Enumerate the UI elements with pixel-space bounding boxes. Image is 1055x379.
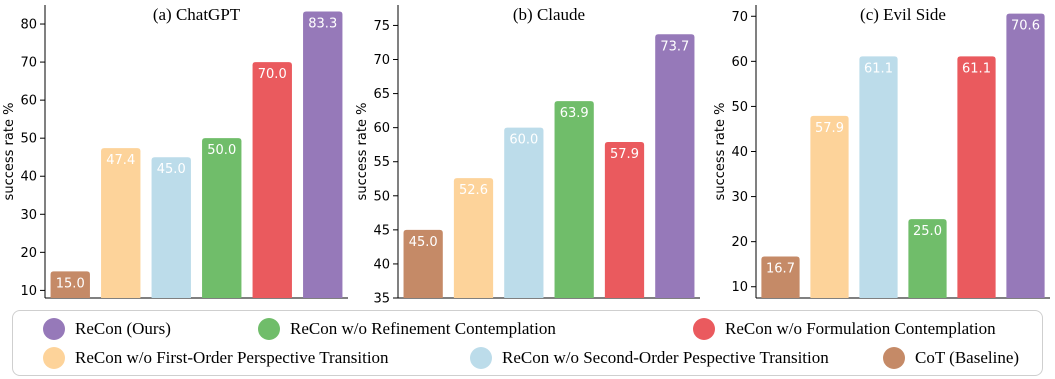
bar-cot-baseline <box>50 271 90 298</box>
bar-recon-ours <box>303 11 343 298</box>
y-axis-label: success rate % <box>2 103 17 201</box>
legend-label: ReCon w/o Formulation Contemplation <box>725 319 996 338</box>
y-tick-label: 10 <box>731 280 748 295</box>
y-tick-label: 40 <box>20 170 37 185</box>
legend-item-refinement: ReCon w/o Refinement Contemplation <box>258 316 556 342</box>
bar-recon-w-o-first-order-perspective-transition <box>810 115 849 299</box>
bar-value-label: 50.0 <box>207 143 236 158</box>
y-tick-label: 60 <box>20 94 37 109</box>
y-tick-label: 70 <box>20 56 37 71</box>
y-axis-label: success rate % <box>713 103 728 201</box>
bar-value-label: 61.1 <box>962 61 991 76</box>
y-tick-label: 45 <box>373 223 390 238</box>
bar-value-label: 63.9 <box>560 106 589 121</box>
legend-swatch <box>470 347 492 369</box>
legend-item-first-order: ReCon w/o First-Order Perspective Transi… <box>43 345 389 371</box>
legend: ReCon (Ours) ReCon w/o Refinement Contem… <box>12 310 1043 376</box>
legend-swatch <box>258 318 280 340</box>
bar-recon-w-o-formulation-contemplation <box>252 62 292 298</box>
bar-value-label: 25.0 <box>913 224 942 239</box>
chart-panel-1: (a) ChatGPT success rate % 10 20 30 40 50 60 70 8… <box>2 5 348 299</box>
y-tick-label: 50 <box>20 132 37 147</box>
y-tick-label: 30 <box>731 190 748 205</box>
bar-recon-w-o-refinement-contemplation <box>908 219 947 298</box>
legend-item-cot-baseline: CoT (Baseline) <box>883 345 1019 371</box>
bar-value-label: 45.0 <box>157 162 186 177</box>
bar-recon-w-o-second-order-pespective-transition <box>859 56 898 298</box>
bar-value-label: 70.6 <box>1011 19 1040 34</box>
y-tick-label: 65 <box>373 87 390 102</box>
y-axis-label: success rate % <box>355 103 370 201</box>
bar-value-label: 83.3 <box>308 16 337 31</box>
bar-value-label: 57.9 <box>610 147 639 162</box>
bar-recon-w-o-first-order-perspective-transition <box>101 148 141 298</box>
bar-recon-w-o-formulation-contemplation <box>604 141 645 298</box>
bar-recon-w-o-second-order-pespective-transition <box>151 157 191 298</box>
bar-value-label: 15.0 <box>56 276 85 291</box>
y-tick-label: 10 <box>20 284 37 299</box>
legend-label: ReCon w/o Second-Order Pespective Transi… <box>502 348 829 367</box>
bar-cot-baseline <box>403 229 443 298</box>
bar-recon-w-o-second-order-pespective-transition <box>504 127 544 299</box>
bar-value-label: 52.6 <box>459 183 488 198</box>
bar-recon-w-o-first-order-perspective-transition <box>453 178 494 298</box>
bar-value-label: 45.0 <box>409 235 438 250</box>
bar-value-label: 60.0 <box>509 133 538 148</box>
y-tick-label: 40 <box>731 145 748 160</box>
bar-recon-w-o-formulation-contemplation <box>957 56 996 298</box>
legend-swatch <box>883 347 905 369</box>
y-tick-label: 20 <box>20 246 37 261</box>
y-tick-label: 30 <box>20 208 37 223</box>
bar-cot-baseline <box>761 256 800 298</box>
legend-label: ReCon w/o Refinement Contemplation <box>290 319 556 338</box>
bar-recon-w-o-refinement-contemplation <box>202 138 242 298</box>
chart-panel-2: (b) Claude success rate % 35 40 45 50 55 60 65 70… <box>355 5 700 307</box>
y-tick-label: 50 <box>373 189 390 204</box>
legend-label: ReCon (Ours) <box>75 319 171 338</box>
legend-label: CoT (Baseline) <box>915 348 1020 367</box>
bar-value-label: 70.0 <box>258 67 287 82</box>
legend-item-second-order: ReCon w/o Second-Order Pespective Transi… <box>470 345 829 371</box>
bar-value-label: 57.9 <box>815 121 844 136</box>
y-tick-label: 80 <box>20 18 37 33</box>
y-tick-label: 35 <box>373 292 390 307</box>
y-tick-label: 70 <box>373 53 390 68</box>
legend-item-recon-ours: ReCon (Ours) <box>43 316 171 342</box>
bar-value-label: 47.4 <box>106 153 135 168</box>
y-tick-label: 40 <box>373 257 390 272</box>
y-tick-label: 20 <box>731 235 748 250</box>
panel-title: (a) ChatGPT <box>153 5 241 24</box>
panel-title: (b) Claude <box>513 5 585 24</box>
bar-value-label: 16.7 <box>766 262 795 277</box>
legend-item-formulation: ReCon w/o Formulation Contemplation <box>693 316 996 342</box>
bar-value-label: 61.1 <box>864 61 893 76</box>
y-tick-label: 50 <box>731 100 748 115</box>
legend-swatch <box>43 318 65 340</box>
y-tick-label: 75 <box>373 19 390 34</box>
charts-figure: (a) ChatGPT success rate % 10 20 30 40 50 60 70 8… <box>2 5 1050 307</box>
panel-title: (c) Evil Side <box>860 5 946 24</box>
legend-swatch <box>43 347 65 369</box>
chart-panel-3: (c) Evil Side success rate % 10 20 30 40 50 60 7… <box>713 5 1050 299</box>
legend-label: ReCon w/o First-Order Perspective Transi… <box>75 348 389 367</box>
bar-recon-w-o-refinement-contemplation <box>554 101 594 298</box>
y-tick-label: 70 <box>731 10 748 25</box>
bar-value-label: 73.7 <box>660 39 689 54</box>
y-tick-label: 55 <box>373 155 390 170</box>
y-tick-label: 60 <box>731 55 748 70</box>
bar-recon-ours <box>655 34 695 299</box>
y-tick-label: 60 <box>373 121 390 136</box>
bar-recon-ours <box>1006 13 1045 299</box>
legend-swatch <box>693 318 715 340</box>
